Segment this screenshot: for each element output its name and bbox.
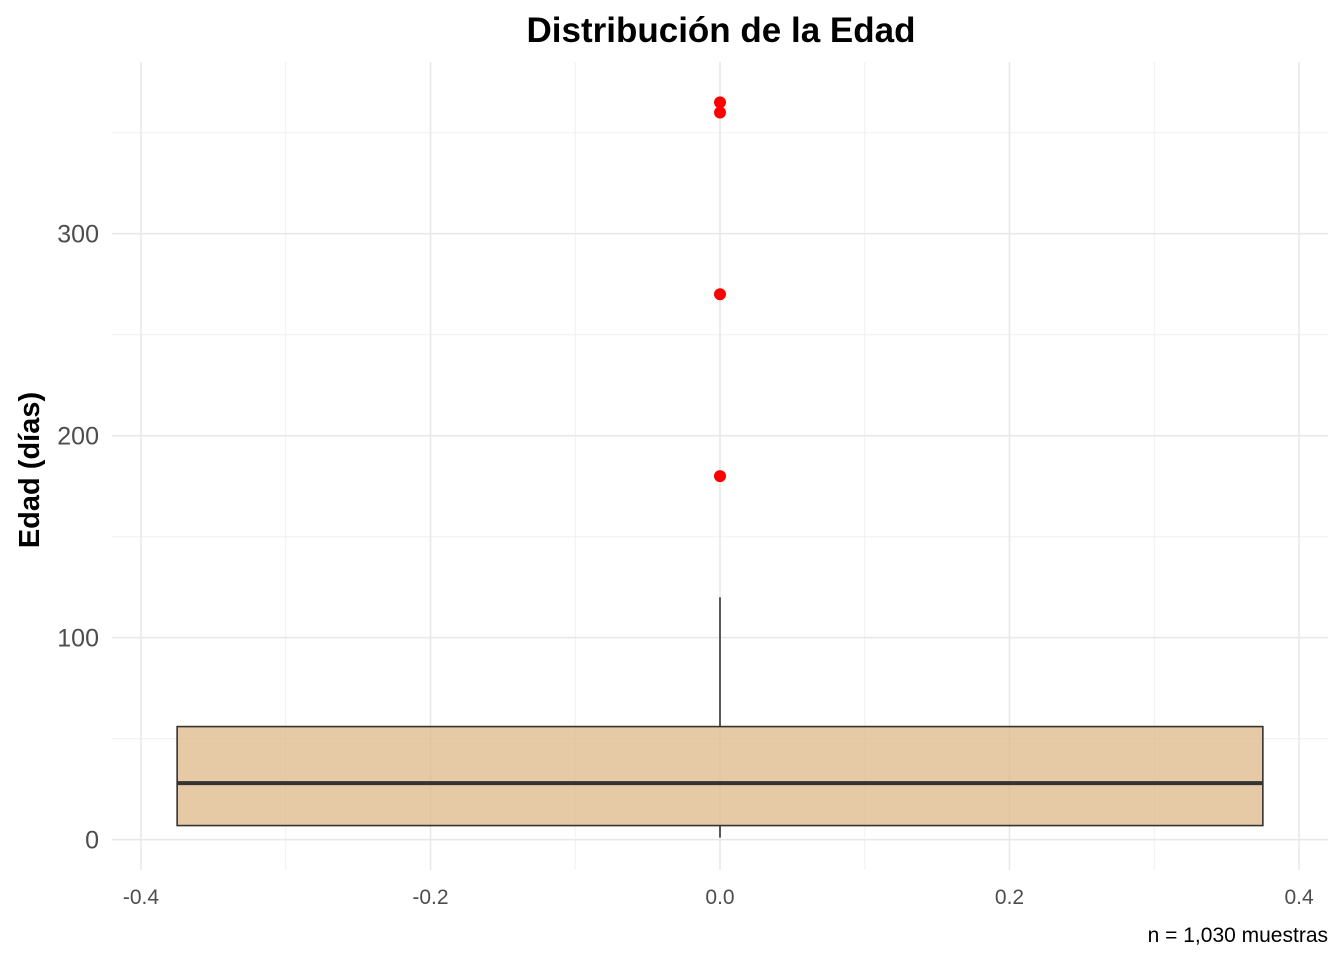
outlier-point xyxy=(714,96,726,109)
outlier-points xyxy=(714,96,726,483)
outlier-point xyxy=(714,106,726,119)
x-tick-label: 0.0 xyxy=(705,886,734,909)
y-axis-label: Edad (días) xyxy=(14,392,46,548)
y-tick-label: 200 xyxy=(57,423,99,451)
boxplot xyxy=(176,597,1264,838)
y-axis-ticks: 0 100 200 300 xyxy=(57,221,99,855)
outlier-point xyxy=(714,288,726,301)
y-tick-label: 0 xyxy=(85,827,99,855)
outlier-point xyxy=(714,470,726,483)
chart-caption: n = 1,030 muestras xyxy=(1148,924,1328,947)
x-tick-label: 0.2 xyxy=(995,886,1024,909)
y-tick-label: 100 xyxy=(57,625,99,653)
x-tick-label: -0.4 xyxy=(123,886,160,909)
x-axis-ticks: -0.4 -0.2 0.0 0.2 0.4 xyxy=(123,886,1314,909)
x-tick-label: -0.2 xyxy=(412,886,448,909)
box-iqr xyxy=(176,725,1264,827)
y-tick-label: 300 xyxy=(57,221,99,249)
chart-title: Distribución de la Edad xyxy=(527,11,916,50)
x-tick-label: 0.4 xyxy=(1284,886,1314,909)
